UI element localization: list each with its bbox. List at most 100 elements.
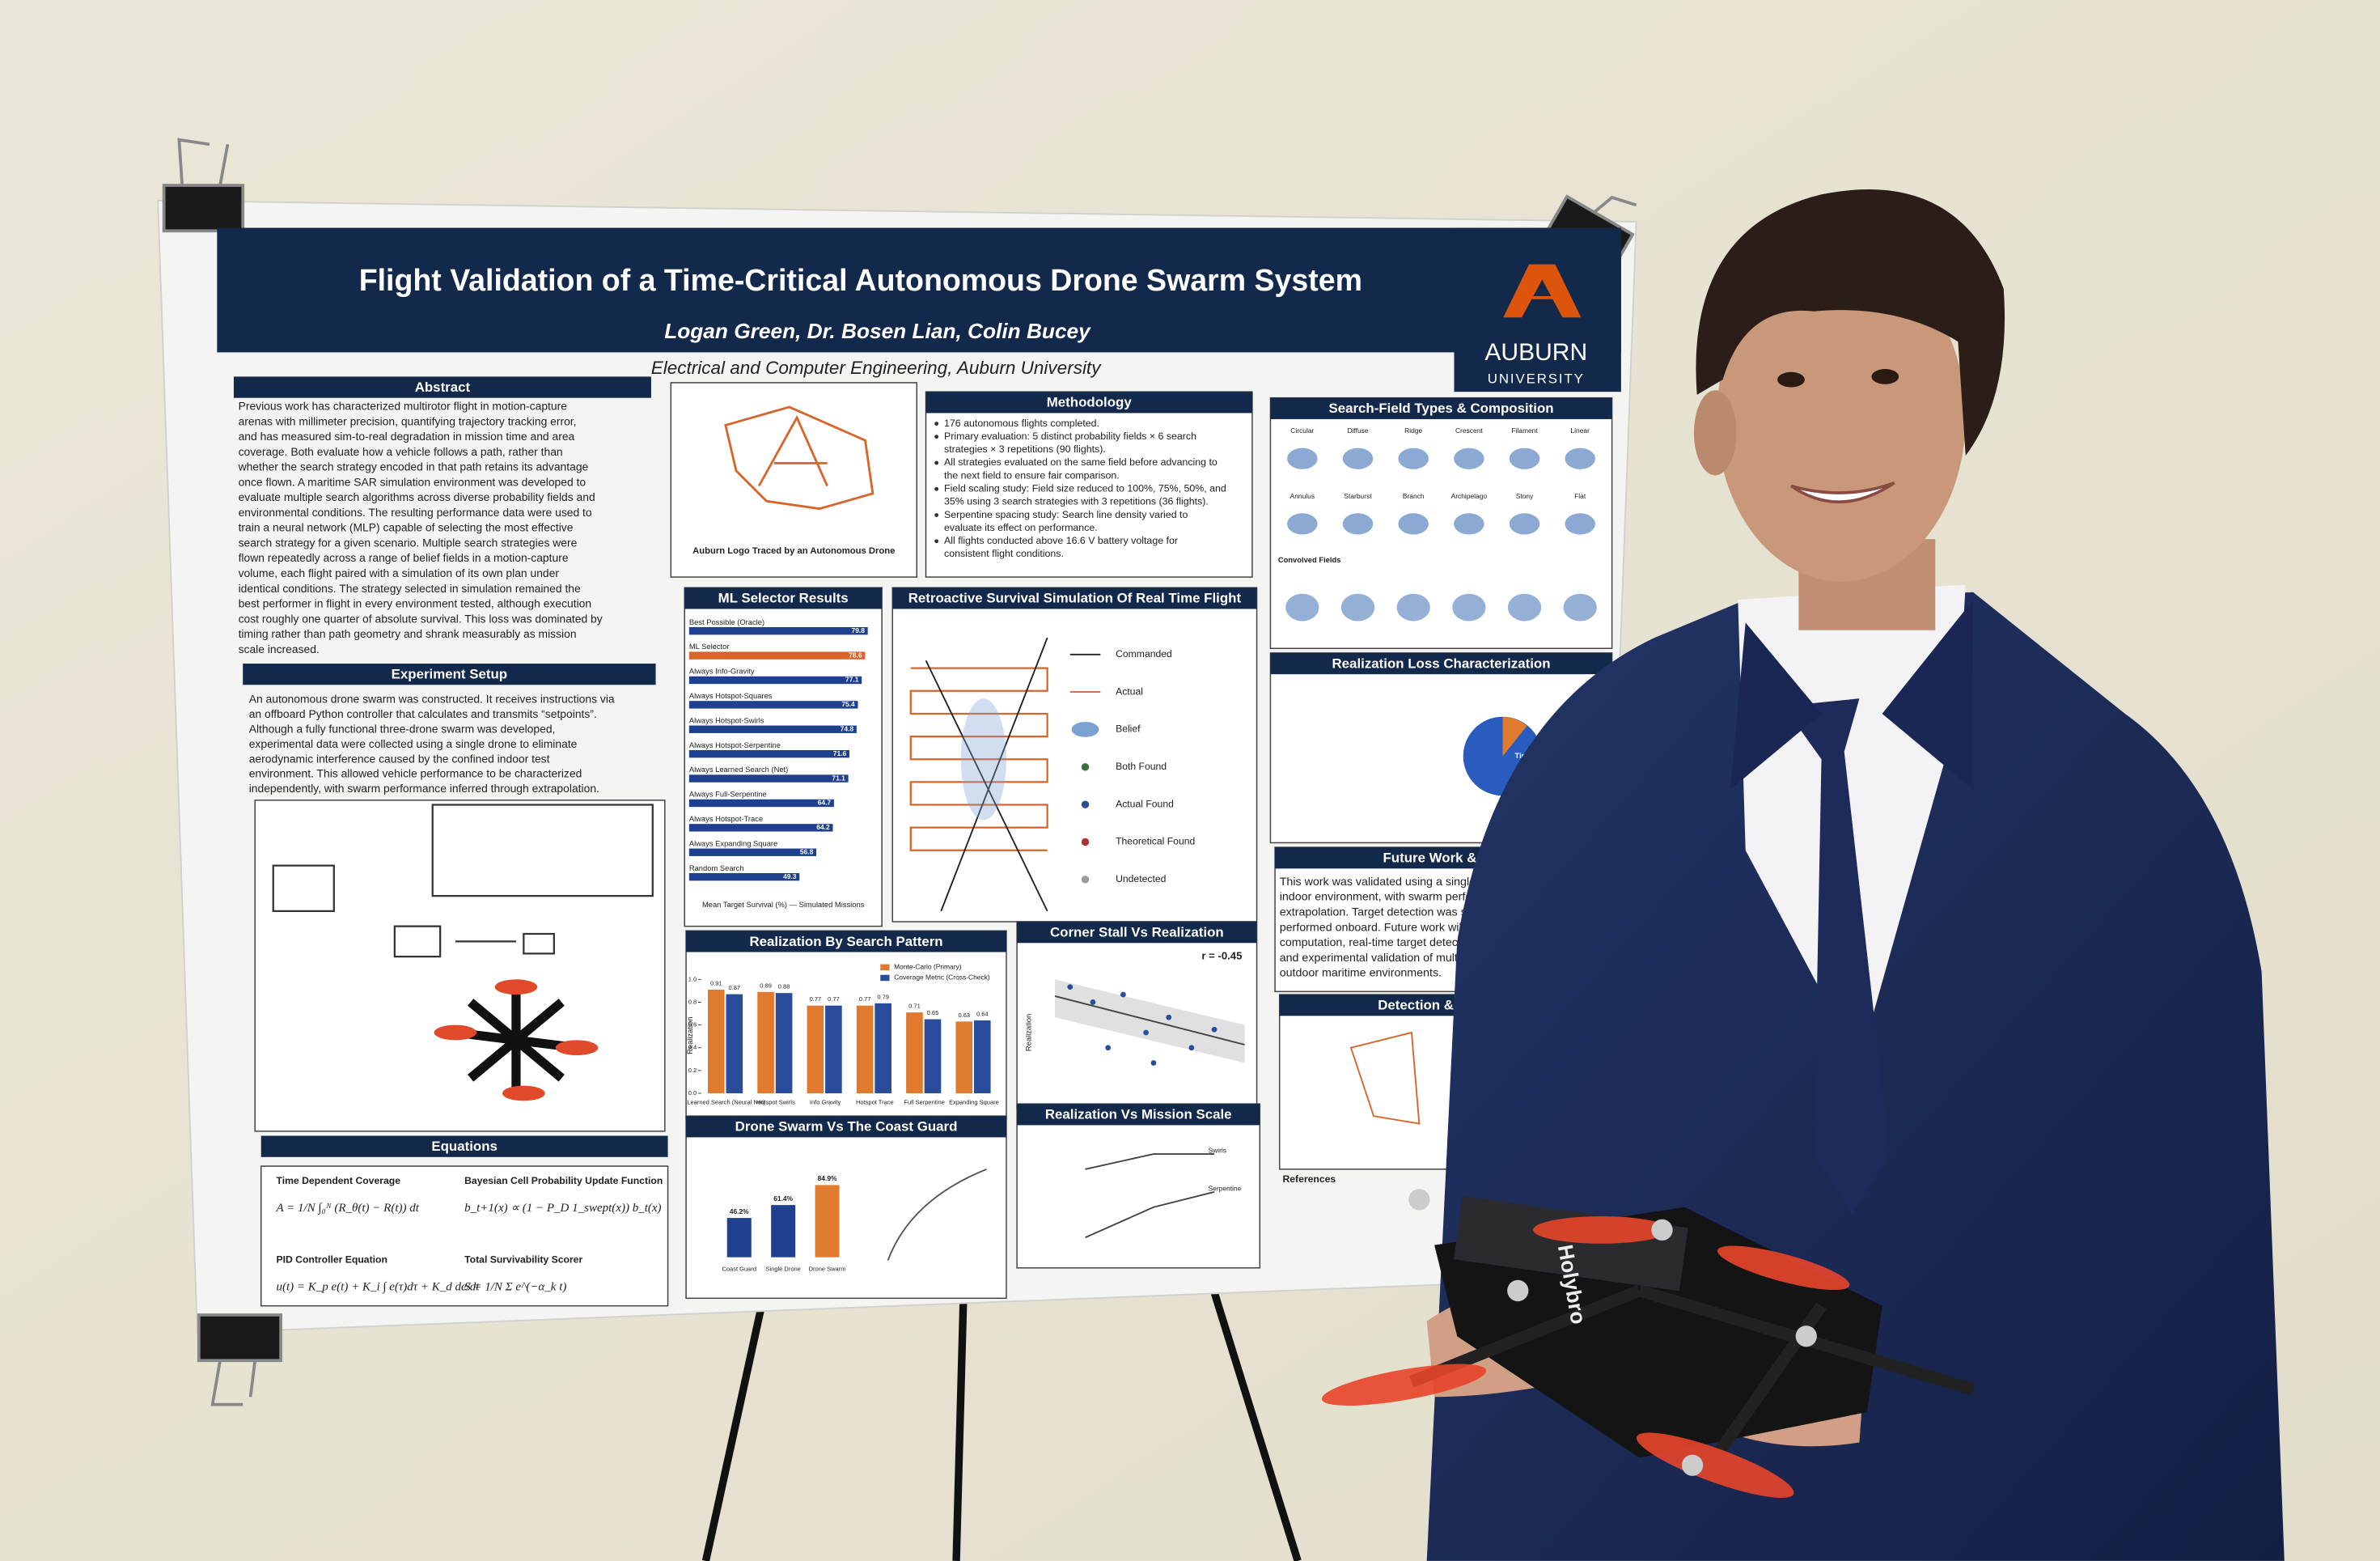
value-label: 74.8	[841, 725, 854, 733]
bar-label: Always Hotspot-Trace	[689, 815, 763, 823]
value-label: 49.3	[783, 872, 797, 880]
bullet	[934, 435, 939, 439]
field-label: Annulus	[1290, 492, 1315, 500]
field-label: Filament	[1511, 426, 1538, 435]
value-label: 0.88	[778, 983, 790, 990]
bullet	[934, 460, 939, 465]
value-label: 0.77	[828, 995, 840, 1003]
scatter-dot	[1211, 1026, 1218, 1033]
field-label: Convolved Fields	[1278, 556, 1341, 564]
field-blob	[1340, 593, 1375, 621]
section-header	[1017, 1104, 1260, 1126]
equation: b_t+1(x) ∝ (1 − P_D 1_swept(x)) b_t(x)	[464, 1202, 661, 1215]
field-blob	[1287, 513, 1318, 535]
bar	[815, 1185, 840, 1258]
x-tick-label: Expanding Square	[949, 1098, 999, 1105]
abstract-text: and has measured sim-to-real degradation…	[239, 430, 575, 443]
legend-label: Monte-Carlo (Primary)	[894, 963, 962, 971]
methodology-text: strategies × 3 repetitions (90 flights).	[944, 443, 1106, 455]
bar	[688, 651, 866, 660]
methodology-text: Primary evaluation: 5 distinct probabili…	[944, 431, 1196, 442]
field-label: Starburst	[1344, 492, 1372, 500]
section-header	[892, 587, 1257, 609]
abstract-text: scale increased.	[239, 643, 320, 655]
bullet	[934, 486, 939, 491]
value-label: 0.71	[908, 1003, 921, 1010]
bar	[973, 1020, 991, 1094]
value-label: 71.6	[833, 749, 847, 757]
bar	[955, 1021, 973, 1094]
scatter-dot	[1150, 1060, 1157, 1066]
field-label: Circular	[1290, 426, 1314, 435]
legend-marker	[1081, 800, 1090, 808]
abstract-text: best performer in flight in every enviro…	[239, 597, 592, 610]
scatter-dot	[1166, 1014, 1172, 1020]
section-header	[686, 931, 1006, 952]
bar-label: Always Info-Gravity	[689, 668, 755, 676]
y-tick-label: 1.0	[688, 975, 697, 982]
value-label: 79.8	[852, 626, 866, 634]
value-label: 0.79	[877, 993, 889, 1000]
field-blob	[1454, 448, 1484, 469]
bar	[688, 774, 849, 783]
future-text: computation, real-time target detecti	[1280, 936, 1463, 949]
scatter-dot	[1120, 991, 1126, 998]
abstract-text: train a neural network (MLP) capable of …	[239, 521, 574, 534]
value-label: 56.8	[800, 847, 814, 855]
x-tick-label: Hotspot Trace	[856, 1098, 894, 1105]
section-header	[686, 1116, 1006, 1138]
poster-affiliation: Electrical and Computer Engineering, Aub…	[651, 358, 1102, 378]
field-blob	[1563, 593, 1597, 621]
bar	[688, 626, 868, 635]
legend-marker	[1081, 838, 1090, 846]
legend-label: Belief	[1116, 723, 1141, 735]
bar	[688, 725, 857, 733]
bar-label: Always Full-Serpentine	[689, 791, 767, 799]
methodology-text: All strategies evaluated on the same fie…	[944, 456, 1218, 468]
section-heading: Realization By Search Pattern	[749, 934, 942, 949]
field-label: Stony	[1516, 492, 1534, 500]
commanded-path	[925, 637, 1048, 912]
legend-label: Actual	[1116, 685, 1143, 697]
abstract-text: identical conditions. The strategy selec…	[239, 582, 581, 595]
section-header	[1270, 652, 1612, 675]
legend-label: Theoretical Found	[1116, 836, 1195, 847]
value-label: 61.4%	[773, 1194, 793, 1203]
experiment-text: aerodynamic interference caused by the c…	[249, 752, 550, 765]
methodology-text: Field scaling study: Field size reduced …	[944, 483, 1226, 494]
abstract-text: volume, each flight paired with a simula…	[239, 566, 560, 579]
future-text: performed onboard. Future work will i	[1280, 921, 1470, 934]
bar	[707, 989, 725, 1094]
abstract-text: flown repeatedly across a range of belie…	[239, 551, 569, 564]
equation: u(t) = K_p e(t) + K_i ∫ e(τ)dτ + K_d de/…	[276, 1281, 480, 1294]
setup-prop	[555, 1040, 599, 1056]
field-label: Diffuse	[1347, 426, 1368, 435]
bar	[757, 991, 774, 1094]
abstract-text: search strategy for a given scenario. Mu…	[239, 536, 578, 549]
legend-marker	[1081, 763, 1090, 771]
methodology-text: 176 autonomous flights completed.	[944, 418, 1099, 429]
value-label: 64.2	[816, 823, 830, 831]
section-heading: Search-Field Types & Composition	[1328, 401, 1553, 416]
section-header	[925, 392, 1252, 414]
value-label: 0.77	[810, 995, 822, 1003]
field-label: Ridge	[1404, 426, 1422, 435]
bar-label: Always Hotspot-Serpentine	[689, 741, 781, 749]
bar	[875, 1003, 891, 1094]
bar	[688, 799, 834, 808]
value-label: 0.65	[927, 1009, 939, 1016]
field-label: Archipelago	[1451, 492, 1488, 500]
abstract-text: environmental conditions. The resulting …	[239, 506, 592, 519]
bullet	[934, 539, 939, 544]
field-blob	[1507, 593, 1542, 621]
panel	[925, 391, 1253, 578]
logo-panel	[1454, 227, 1621, 392]
methodology-text: the next field to ensure fair comparison…	[944, 469, 1120, 481]
value-label: 0.91	[710, 979, 722, 986]
equation-name: Time Dependent Coverage	[276, 1175, 400, 1186]
annotation: r = -0.45	[1201, 950, 1242, 962]
traced-logo	[724, 405, 875, 511]
abstract-text: whether the search strategy encoded in t…	[238, 460, 589, 473]
experiment-text: environment. This allowed vehicle perfor…	[249, 767, 582, 780]
x-tick-label: Hotspot Swirls	[756, 1098, 795, 1105]
